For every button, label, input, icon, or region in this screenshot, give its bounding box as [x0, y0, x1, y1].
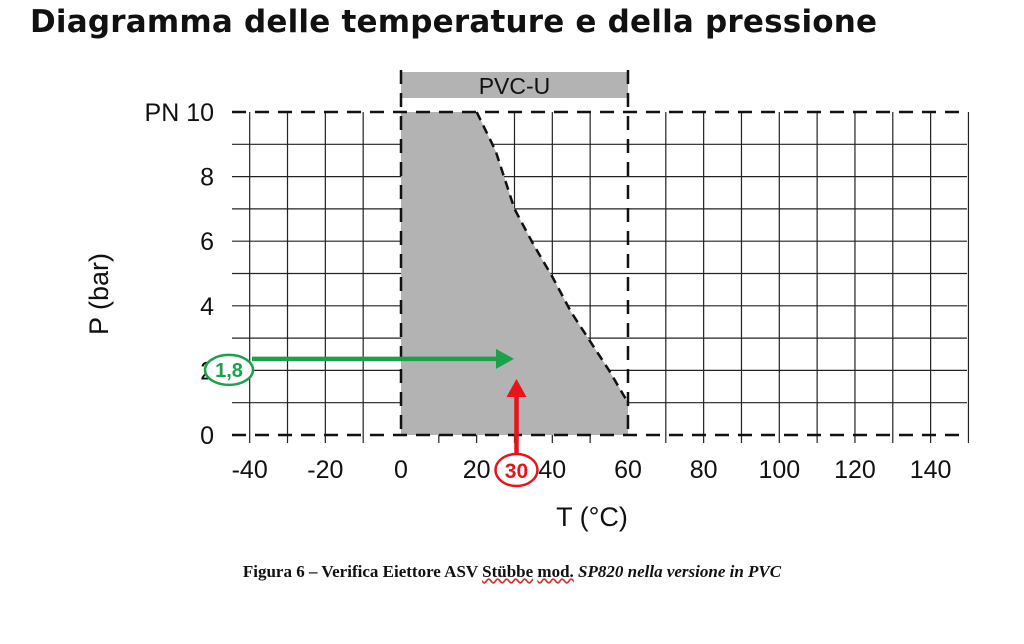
- band-label: PVC-U: [479, 73, 551, 99]
- temperature-marker-circle: [494, 452, 539, 488]
- band-header: [401, 72, 628, 98]
- pressure-temperature-chart: PVC-U 02468PN 10-40-20020406080100120140…: [84, 70, 970, 532]
- x-tick-label: 20: [463, 456, 491, 484]
- x-tick-label: -40: [232, 456, 268, 484]
- y-tick-label: 6: [200, 228, 214, 256]
- caption-brand: Stübbe: [482, 562, 534, 581]
- caption-model: SP820 nella versione in PVC: [573, 562, 782, 581]
- y-tick-label: 4: [200, 293, 214, 321]
- series-line-pvc-u: [475, 111, 630, 404]
- temperature-marker-label: 30: [505, 460, 528, 483]
- series-area-pvc-u: [401, 112, 628, 435]
- x-tick-label: 140: [910, 456, 952, 484]
- x-tick-label: -20: [307, 456, 343, 484]
- y-tick-label: PN 10: [145, 99, 214, 127]
- pressure-arrow-head: [496, 348, 514, 369]
- pressure-marker-circle: [203, 353, 255, 387]
- y-axis-label: P (bar): [84, 253, 114, 335]
- x-tick-label: 0: [394, 456, 408, 484]
- temperature-arrow-head: [506, 379, 527, 397]
- x-axis-label: T (°C): [556, 502, 628, 532]
- x-tick-label: 40: [538, 456, 566, 484]
- page-title: Diagramma delle temperature e della pres…: [30, 4, 878, 40]
- pressure-marker-label: 1,8: [215, 360, 243, 382]
- x-tick-label: 80: [690, 456, 718, 484]
- x-tick-label: 120: [834, 456, 876, 484]
- y-tick-label: 0: [200, 422, 214, 450]
- x-tick-label: 60: [614, 456, 642, 484]
- caption-prefix: Figura 6 – Verifica Eiettore ASV: [242, 562, 483, 581]
- y-tick-label: 8: [200, 164, 214, 192]
- x-tick-label: 100: [758, 456, 800, 484]
- figure-caption: Figura 6 – Verifica Eiettore ASV Stübbe …: [0, 562, 1024, 582]
- caption-mod: mod.: [537, 562, 574, 581]
